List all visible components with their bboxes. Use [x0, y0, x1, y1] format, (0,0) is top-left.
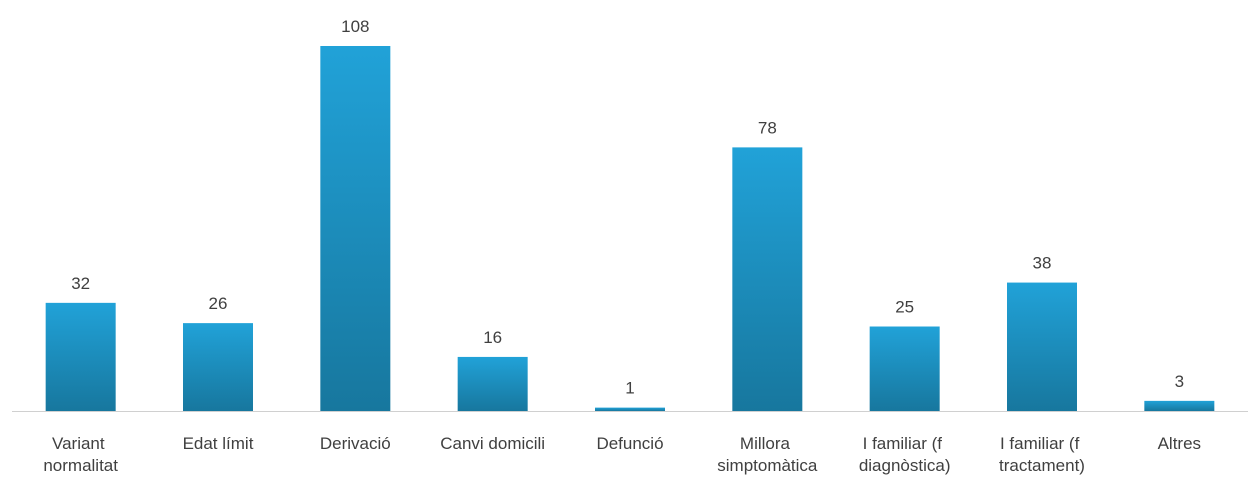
bar	[457, 356, 528, 411]
bar	[45, 302, 116, 411]
value-label: 38	[1033, 254, 1052, 273]
x-tick-label: I familiar (f tractament)	[999, 434, 1085, 475]
x-tick-label: Canvi domicili	[440, 434, 545, 453]
value-label: 16	[483, 328, 502, 347]
x-tick-label: Derivació	[320, 434, 391, 453]
x-tick-label: Defunció	[596, 434, 663, 453]
value-label: 78	[758, 118, 777, 137]
bar	[1144, 400, 1215, 411]
value-label: 3	[1175, 372, 1184, 391]
bar	[732, 147, 803, 411]
value-label: 25	[895, 298, 914, 317]
value-label: 26	[209, 294, 228, 313]
value-label: 1	[625, 379, 634, 398]
bar	[595, 407, 665, 411]
x-tick-label: I familiar (f diagnòstica)	[859, 434, 951, 475]
bar	[1007, 282, 1077, 411]
x-tick-label: Variant normalitat	[43, 434, 118, 475]
bar	[320, 46, 391, 411]
x-tick-label: Edat límit	[183, 434, 254, 453]
bar	[183, 323, 253, 411]
bar	[869, 326, 940, 411]
x-tick-label: Altres	[1158, 434, 1201, 453]
value-label: 108	[341, 17, 369, 36]
x-tick-label: Millora simptomàtica	[717, 434, 818, 475]
value-label: 32	[71, 274, 90, 293]
